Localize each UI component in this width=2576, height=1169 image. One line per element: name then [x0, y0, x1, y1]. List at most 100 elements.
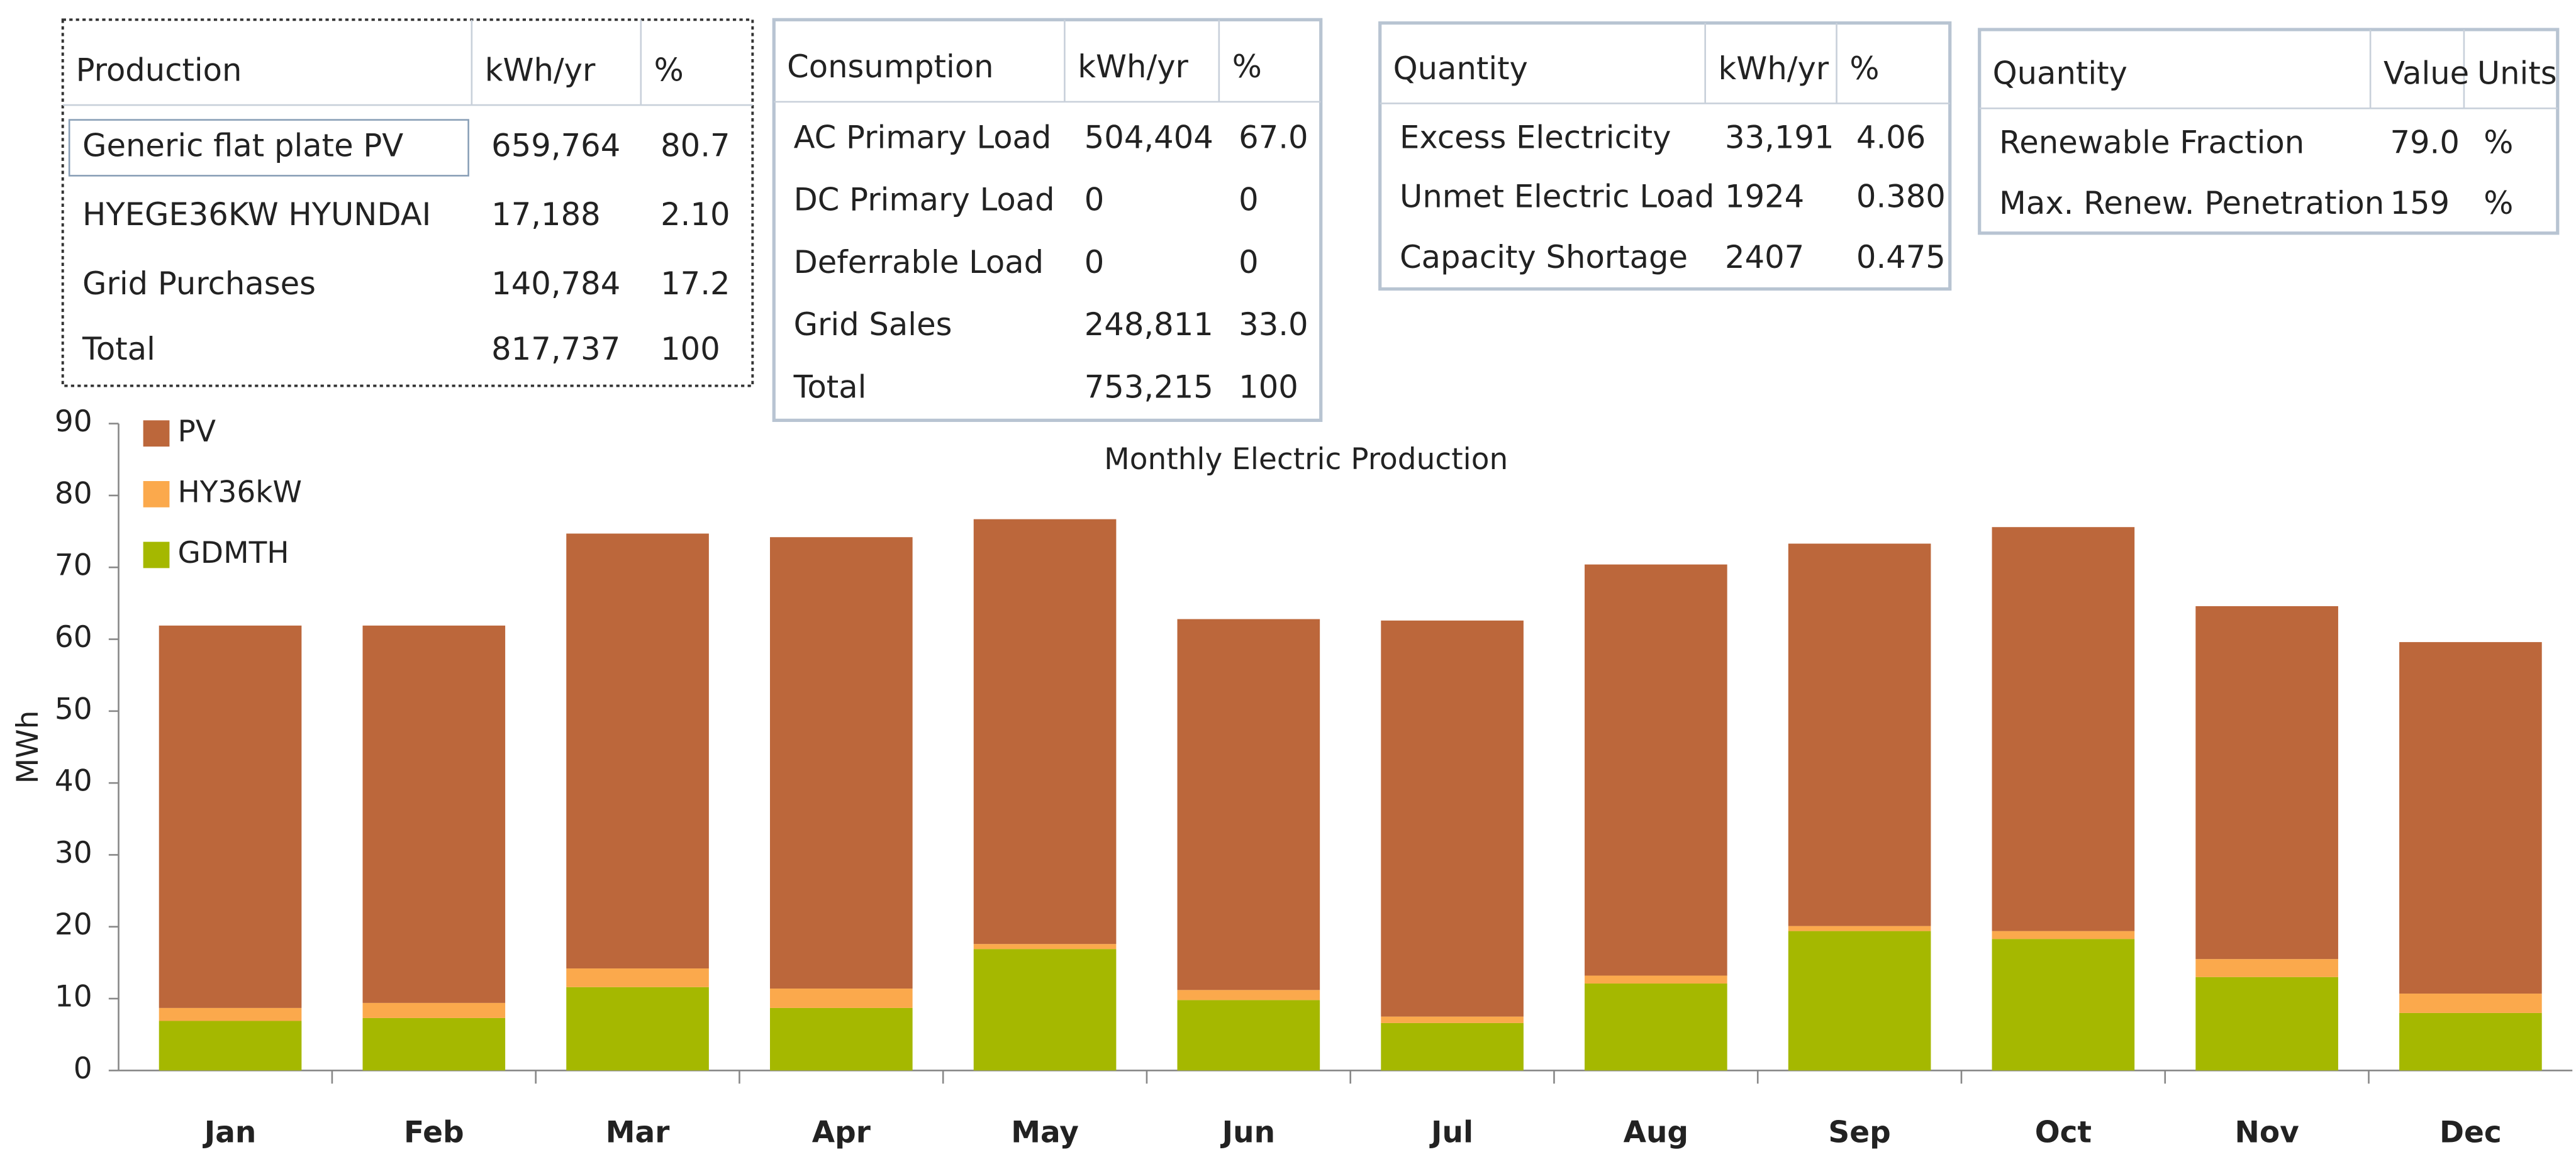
table-cell: Total	[793, 368, 867, 405]
bar-segment	[1585, 564, 1727, 976]
bar-segment	[362, 625, 506, 1003]
legend-label: PV	[177, 414, 215, 449]
table-cell: 504,404	[1084, 119, 1213, 155]
bar-segment	[770, 989, 913, 1008]
selected-cell	[68, 119, 469, 177]
y-axis-label: MWh	[11, 711, 45, 784]
table-cell: Unmet Electric Load	[1400, 178, 1714, 214]
chart-title: Monthly Electric Production	[1104, 442, 1508, 477]
table-cell: Renewable Fraction	[1999, 124, 2304, 160]
table-cell: Grid Purchases	[82, 265, 316, 302]
x-tick-label: Feb	[404, 1116, 464, 1150]
x-tick-label: Jul	[1429, 1116, 1473, 1150]
table-cell: 33,191	[1725, 119, 1834, 155]
table-cell: 753,215	[1084, 368, 1213, 405]
table-cell: Capacity Shortage	[1400, 239, 1688, 275]
bar-segment	[566, 987, 709, 1071]
chart: Monthly Electric Production MWh 0 10 20 30 4…	[11, 404, 2573, 1150]
y-tick-label: 20	[55, 907, 92, 942]
bar-segment	[973, 519, 1117, 945]
y-tick-label: 10	[55, 980, 92, 1014]
table-cell: AC Primary Load	[794, 119, 1052, 155]
y-tick-label: 70	[55, 548, 92, 583]
table-cell: 0.475	[1856, 239, 1946, 275]
bar-segment	[2195, 606, 2338, 960]
column-header: Value	[2384, 55, 2469, 92]
bar-segment	[2399, 642, 2542, 994]
x-tick-label: Apr	[812, 1116, 871, 1150]
y-tick-label: 90	[55, 404, 92, 439]
column-header: Consumption	[787, 48, 993, 85]
column-header: Production	[76, 52, 242, 88]
table-cell: 80.7	[661, 127, 730, 163]
tables: Production kWh/yr % Generic flat plate PV 65…	[61, 18, 2560, 423]
table-cell: 2.10	[661, 196, 730, 233]
legend-label: HY36kW	[177, 475, 301, 509]
table-cell: 100	[661, 331, 720, 367]
column-header: %	[1849, 50, 1879, 87]
legend-swatch	[143, 541, 170, 568]
bar-segment	[1585, 975, 1727, 984]
table-cell: 67.0	[1239, 119, 1308, 155]
table-cell: 100	[1239, 368, 1298, 405]
table-cell: Grid Sales	[794, 306, 952, 343]
bar-segment	[770, 1007, 913, 1071]
table-cell: 0	[1239, 244, 1259, 280]
table-cell: 17.2	[661, 265, 730, 302]
bar-segment	[1381, 1016, 1524, 1023]
table-cell: 4.06	[1856, 119, 1926, 155]
x-tick-label: Aug	[1624, 1116, 1688, 1150]
bar-segment	[566, 533, 709, 969]
bar-segment	[1585, 983, 1727, 1071]
bar-segment	[1992, 527, 2135, 931]
bar-segment	[362, 1002, 506, 1018]
table-cell: DC Primary Load	[794, 182, 1055, 218]
table-cell: %	[2484, 185, 2513, 221]
bar-segment	[1788, 926, 1931, 931]
y-tick-label: 40	[55, 764, 92, 799]
bar-segment	[2399, 994, 2542, 1013]
table-cell: 0	[1084, 182, 1105, 218]
column-header: Quantity	[1993, 55, 2127, 92]
table-cell: Total	[82, 331, 155, 367]
table-cell: 0	[1239, 182, 1259, 218]
bar-segment	[362, 1017, 506, 1071]
x-tick-label: Dec	[2439, 1116, 2502, 1150]
table: Production kWh/yr % Generic flat plate PV 65…	[61, 18, 754, 387]
x-tick-label: Oct	[2035, 1116, 2092, 1150]
bar-segment	[1381, 1022, 1524, 1071]
table-cell: HYEGE36KW HYUNDAI	[82, 196, 431, 233]
table-cell: Generic flat plate PV	[82, 127, 403, 163]
table-cell: %	[2484, 124, 2513, 160]
bar-segment	[159, 625, 302, 1008]
bar-segment	[1177, 1000, 1320, 1071]
y-tick-label: 80	[55, 476, 92, 511]
table-cell: 33.0	[1239, 306, 1308, 343]
table-cell: Max. Renew. Penetration	[1999, 185, 2384, 221]
bar-segment	[159, 1021, 302, 1071]
table-cell: Excess Electricity	[1400, 119, 1671, 155]
bar-segment	[2399, 1012, 2542, 1071]
table-cell: 659,764	[491, 127, 620, 163]
bar-segment	[973, 949, 1117, 1071]
table-cell: 159	[2390, 185, 2450, 221]
x-tick-label: Nov	[2235, 1116, 2299, 1150]
bar-segment	[566, 968, 709, 987]
table: Quantity Value Units Renewable Fraction 79.0…	[1978, 28, 2560, 235]
table-cell: 17,188	[491, 196, 601, 233]
table-cell: 0.380	[1856, 178, 1946, 214]
bar-segment	[770, 537, 913, 989]
table-border	[1978, 28, 2560, 235]
bar-segment	[973, 944, 1117, 950]
table-border	[61, 18, 754, 387]
table-cell: 248,811	[1084, 306, 1213, 343]
bar-segment	[1381, 620, 1524, 1017]
legend-swatch	[143, 420, 170, 447]
x-tick-label: Jun	[1220, 1116, 1275, 1150]
column-header: kWh/yr	[1719, 50, 1829, 87]
y-tick-label: 50	[55, 692, 92, 726]
bar-segment	[1788, 543, 1931, 926]
column-header: %	[1232, 48, 1262, 85]
bar-segment	[1177, 619, 1320, 990]
